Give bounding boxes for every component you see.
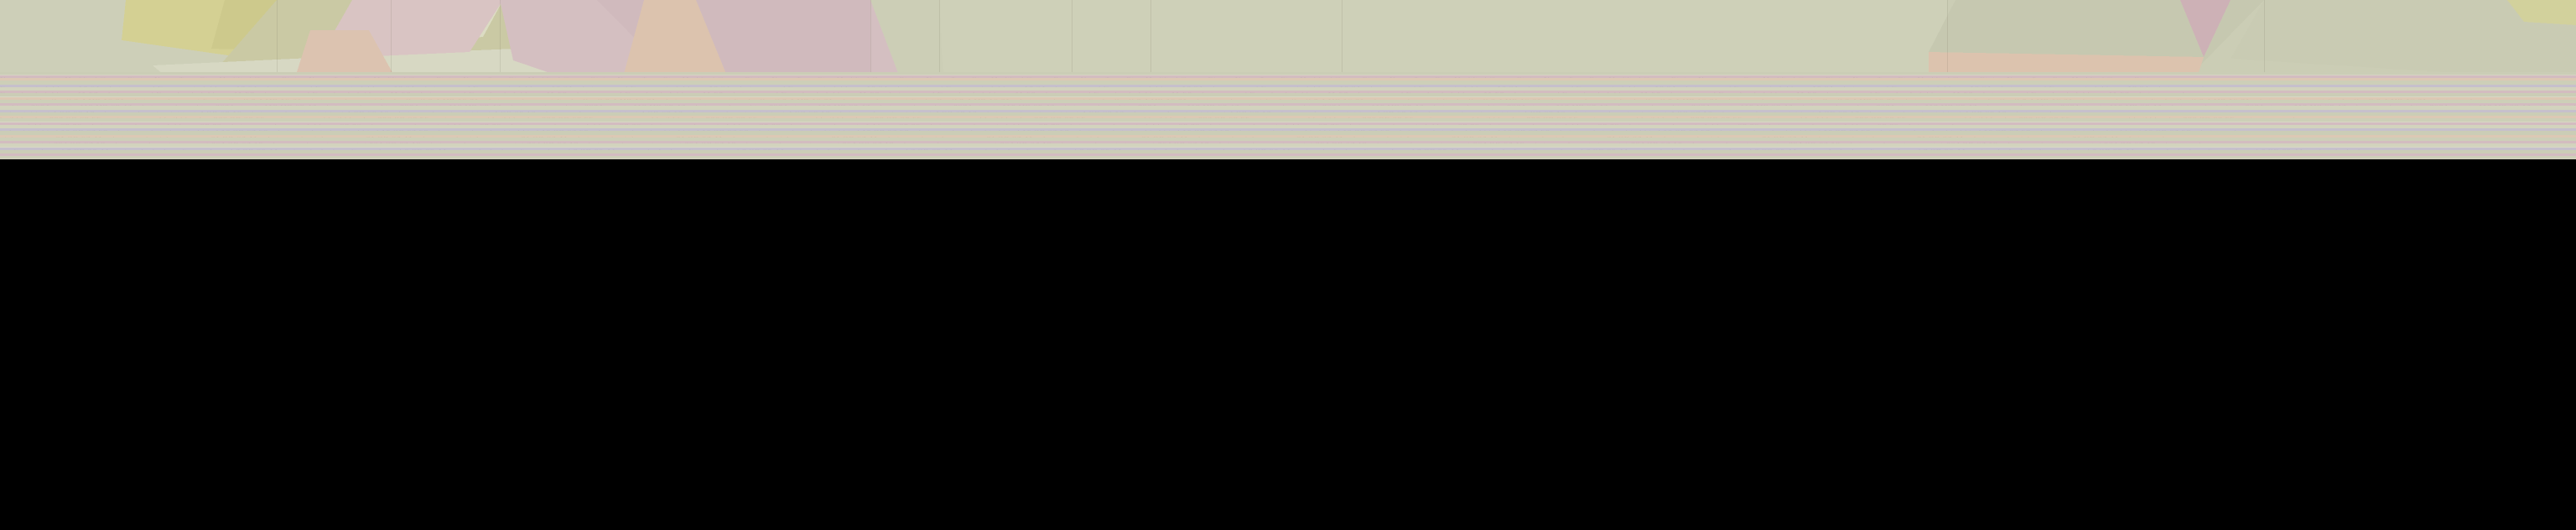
list-row[interactable]: report-final.pdf pdf 2.4 MB 10:31 admin … — [0, 97, 2576, 100]
list-row[interactable] — [0, 118, 2576, 122]
list-row[interactable] — [0, 78, 2576, 81]
list-row[interactable] — [0, 138, 2576, 141]
list-row[interactable]: build.log log 882 KB 08:55 system queued… — [0, 116, 2576, 118]
empty-canvas-region — [0, 159, 2576, 530]
list-row[interactable]: index.html html 16 KB 07:58 admin ready … — [0, 128, 2576, 131]
collapsed-row-list[interactable]: Name Type Size Modified Owner Status Nam… — [0, 72, 2576, 159]
list-row[interactable] — [0, 143, 2576, 148]
list-row[interactable]: assets folder -- 08:20 admin synced asse… — [0, 122, 2576, 125]
row-separator-hairline — [0, 158, 2576, 159]
list-row[interactable]: Name Type Size Modified Owner Status Nam… — [0, 75, 2576, 78]
row-separator-hairline — [0, 96, 2576, 97]
list-row[interactable] — [0, 106, 2576, 110]
list-row[interactable] — [0, 100, 2576, 103]
list-row[interactable] — [0, 131, 2576, 135]
row-separator-hairline — [0, 147, 2576, 148]
list-row[interactable] — [0, 72, 2576, 75]
list-row[interactable] — [0, 81, 2576, 85]
list-row[interactable]: notes.txt text 4 KB 09:12 admin ready no… — [0, 110, 2576, 112]
list-row[interactable] — [0, 87, 2576, 91]
list-row[interactable]: archive-2024.zip zip 118 MB 09:47 admin … — [0, 103, 2576, 106]
list-row[interactable] — [0, 93, 2576, 97]
list-row[interactable]: Downloads folder -- 11:52 admin synced D… — [0, 91, 2576, 93]
list-row[interactable] — [0, 125, 2576, 128]
list-row[interactable] — [0, 153, 2576, 156]
list-row[interactable]: config.yaml yaml 2 KB 06:44 system locke… — [0, 148, 2576, 150]
list-row[interactable] — [0, 112, 2576, 116]
list-row[interactable]: Documents folder -- 12:04 admin synced D… — [0, 85, 2576, 87]
collapsed-content-slab: Name Type Size Modified Owner Status Nam… — [0, 0, 2576, 159]
list-row[interactable] — [0, 156, 2576, 159]
list-row[interactable]: styles.css css 31 KB 07:41 admin ready s… — [0, 135, 2576, 138]
list-row[interactable]: main.js script 204 KB 07:19 admin ready … — [0, 141, 2576, 143]
list-row[interactable] — [0, 150, 2576, 153]
